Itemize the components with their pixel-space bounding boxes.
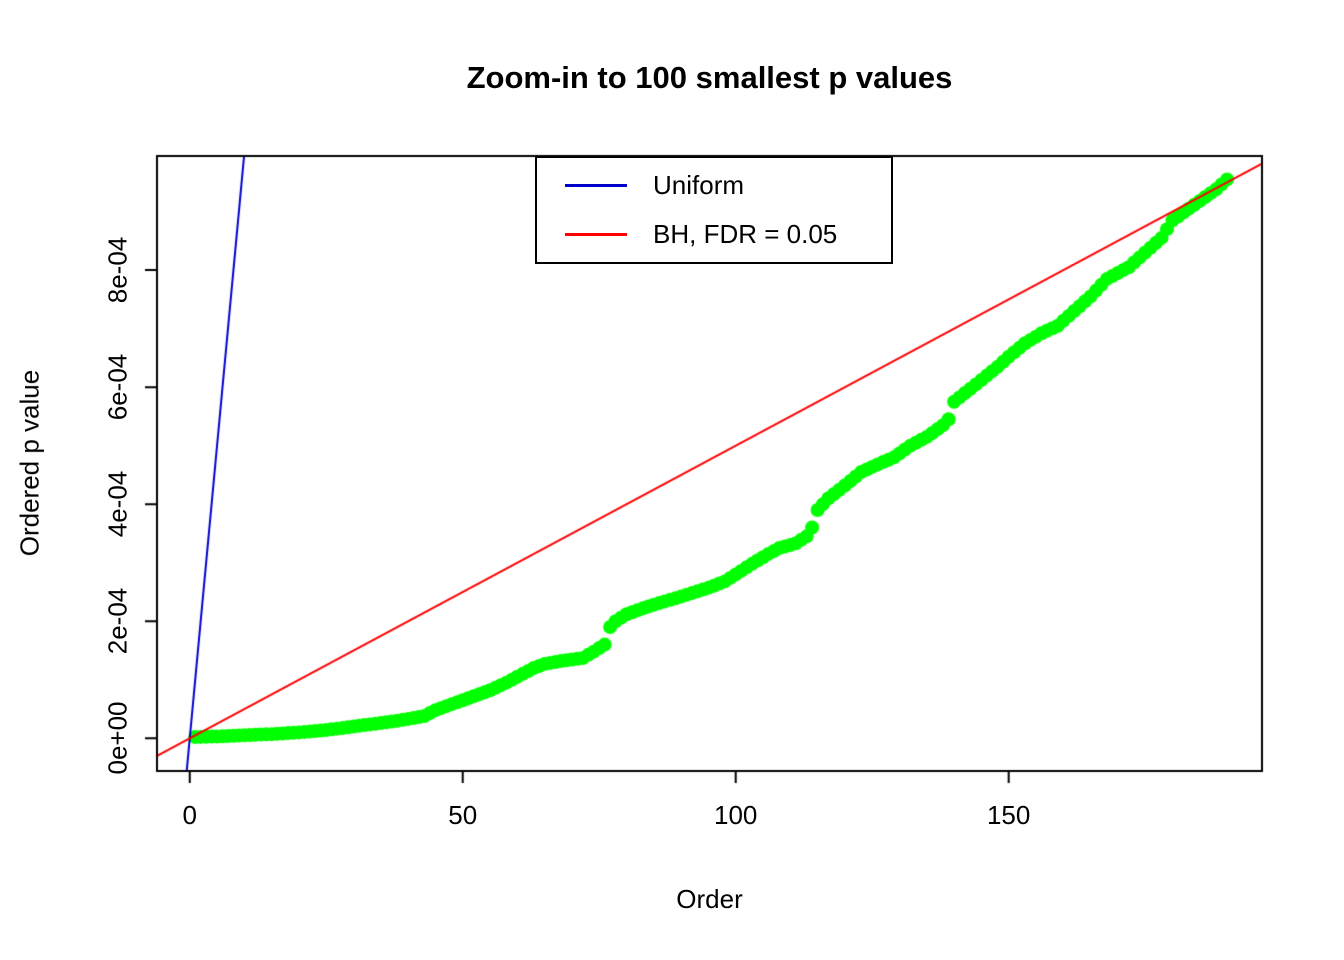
uniform-line-sample [565, 184, 627, 187]
chart-title: Zoom-in to 100 smallest p values [466, 60, 953, 95]
legend-label-bh: BH, FDR = 0.05 [653, 219, 838, 249]
y-tick-label: 4e-04 [102, 470, 133, 538]
x-tick-label: 100 [714, 800, 758, 830]
y-tick-label: 0e+00 [102, 701, 133, 775]
x-tick-label: 50 [448, 800, 478, 830]
legend-item-uniform: Uniform [537, 161, 891, 210]
y-tick-label: 6e-04 [102, 353, 133, 421]
x-tick-label: 0 [182, 800, 197, 830]
legend-item-bh: BH, FDR = 0.05 [537, 210, 891, 259]
x-axis-label: Order [676, 884, 743, 914]
y-tick-label: 8e-04 [102, 236, 133, 304]
legend-label-uniform: Uniform [653, 170, 745, 200]
legend: Uniform BH, FDR = 0.05 [535, 156, 893, 264]
y-axis-label: Ordered p value [14, 369, 45, 557]
y-tick-label: 2e-04 [102, 587, 133, 655]
bh-line-sample [565, 233, 627, 236]
x-tick-label: 150 [986, 800, 1031, 830]
